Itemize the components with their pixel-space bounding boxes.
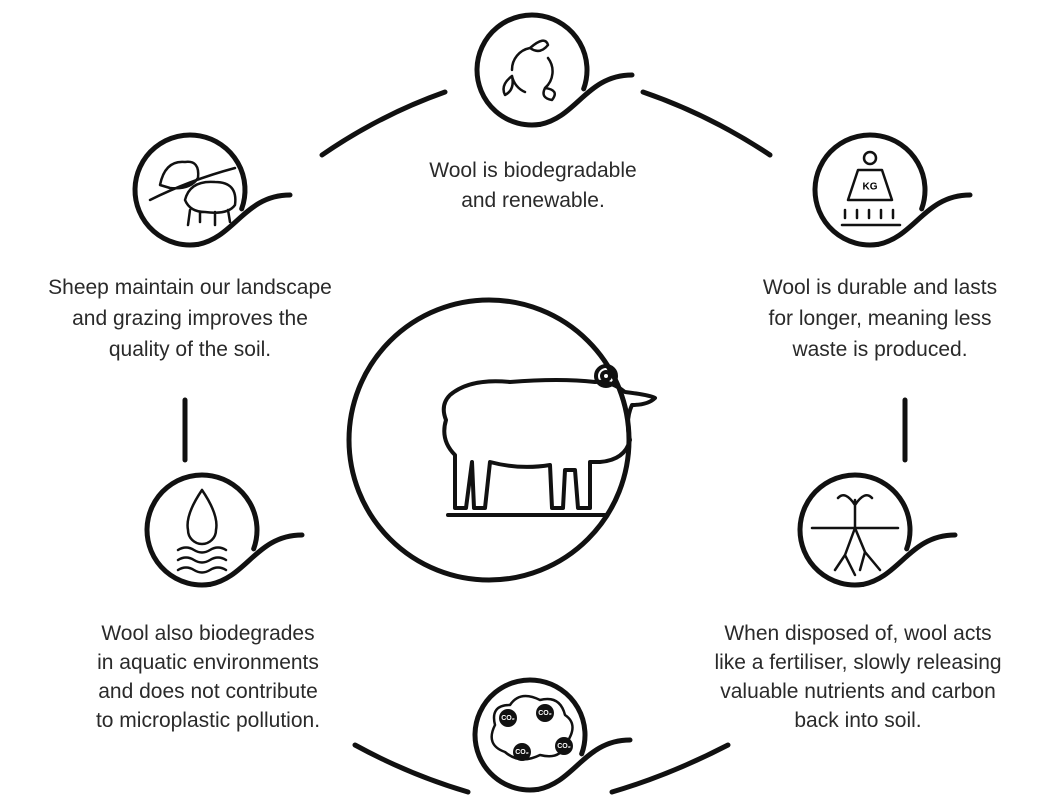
caption-line: waste is produced.	[791, 338, 967, 361]
icon-label: CO₂	[538, 710, 552, 717]
caption-line: Sheep maintain our landscape	[48, 276, 332, 299]
recycle-icon	[504, 41, 555, 100]
grazing-icon	[150, 162, 235, 225]
caption-line: Wool is biodegradable	[429, 159, 636, 182]
soil-icon	[812, 495, 898, 575]
connector	[643, 92, 770, 155]
diagram: KG CO₂ CO₂ CO₂ CO₂ Wool is biodegradable and …	[0, 0, 1045, 804]
caption-line: for longer, meaning less	[769, 307, 992, 330]
icon-label: KG	[863, 182, 878, 193]
caption-line: quality of the soil.	[109, 338, 271, 361]
icon-label: CO₂	[557, 743, 571, 750]
connector	[322, 92, 445, 155]
caption-line: back into soil.	[794, 709, 921, 732]
caption-line: and renewable.	[461, 189, 605, 212]
caption-line: like a fertiliser, slowly releasing	[714, 651, 1001, 674]
caption-line: to microplastic pollution.	[96, 709, 320, 732]
icon-label: CO₂	[515, 749, 529, 756]
droplet-icon	[178, 490, 226, 573]
connector	[355, 745, 468, 792]
page: {"nodes": [ {"lines": ["Wool is biodegra…	[0, 0, 1045, 804]
center-circle	[349, 300, 629, 580]
connector	[612, 745, 728, 792]
caption-line: Wool is durable and lasts	[763, 276, 997, 299]
caption-line: When disposed of, wool acts	[724, 622, 991, 645]
caption-line: and grazing improves the	[72, 307, 308, 330]
caption-line: and does not contribute	[98, 680, 318, 703]
caption-line: in aquatic environments	[97, 651, 319, 674]
caption-line: valuable nutrients and carbon	[720, 680, 996, 703]
caption-line: Wool also biodegrades	[101, 622, 314, 645]
sheep-icon	[444, 366, 655, 515]
icon-label: CO₂	[501, 715, 515, 722]
